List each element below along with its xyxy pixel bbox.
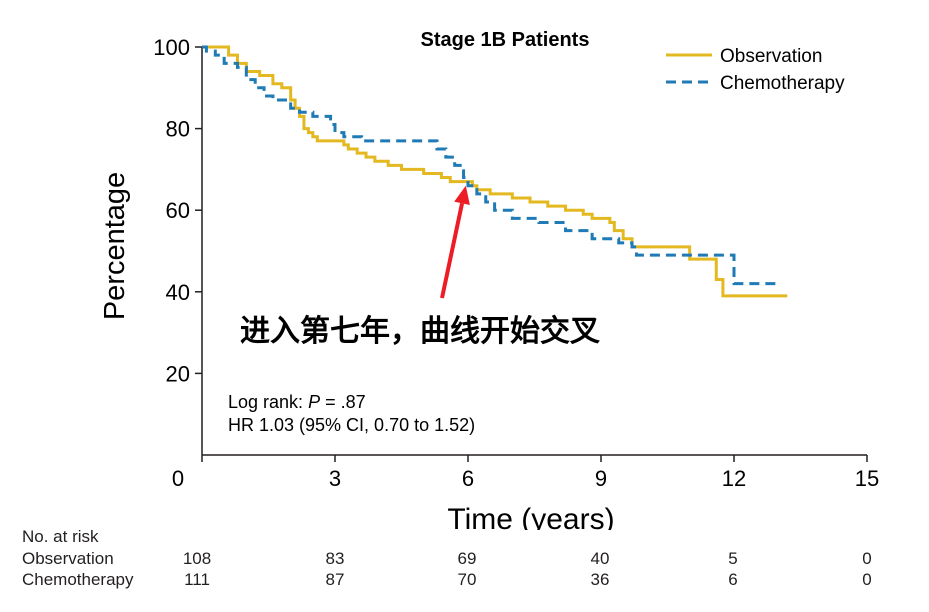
y-tick-label: 40 [166,280,190,305]
risk-table-title: No. at risk [22,527,99,546]
y-axis-label: Percentage [99,172,131,320]
x-tick-label: 0 [172,466,184,491]
y-ticks: 20 40 60 80 100 [153,35,202,386]
risk-cell: 5 [728,549,738,568]
legend-chemotherapy-label: Chemotherapy [720,73,845,94]
risk-cell: 0 [862,549,872,568]
kaplan-meier-chart: 20 40 60 80 100 0 3 6 9 12 15 Stage 1B Patients P… [99,29,879,530]
annotation-arrow [440,202,465,299]
risk-cell: 87 [325,570,345,589]
risk-cell: 111 [184,570,210,589]
risk-cell: 108 [182,549,212,568]
series-line-chemotherapy [202,45,779,286]
risk-cell: 0 [862,570,872,589]
x-tick-label: 12 [722,466,746,491]
risk-cell: 83 [325,549,345,568]
risk-row-chemotherapy-label: Chemotherapy [22,570,134,589]
annotation-crossing-text: 进入第七年，曲线开始交叉 [240,314,600,348]
log-rank-prefix: Log rank: [228,392,308,412]
x-axis-label: Time (years) [447,503,614,530]
risk-cell: 40 [590,549,610,568]
log-rank-text: Log rank: P = .87 [228,392,366,412]
x-tick-label: 15 [855,466,879,491]
series-group [202,45,788,298]
log-rank-suffix: = .87 [320,392,366,412]
y-tick-label: 80 [166,117,190,142]
log-rank-p: P [308,392,320,412]
series-line-observation [202,45,788,298]
annotation-arrowhead [454,185,470,205]
chart-title: Stage 1B Patients [421,29,590,51]
x-ticks: 0 3 6 9 12 15 [172,455,879,491]
risk-cell: 69 [457,549,477,568]
y-tick-label: 60 [166,198,190,223]
hazard-ratio-text: HR 1.03 (95% CI, 0.70 to 1.52) [228,415,475,435]
x-tick-label: 6 [462,466,474,491]
x-tick-label: 9 [595,466,607,491]
legend: Observation Chemotherapy [666,46,845,94]
risk-cell: 70 [457,570,477,589]
legend-observation-label: Observation [720,46,822,67]
y-tick-label: 100 [153,35,190,60]
risk-row-observation-label: Observation [22,549,114,568]
x-tick-label: 3 [329,466,341,491]
y-tick-label: 20 [166,361,190,386]
risk-cell: 6 [728,570,738,589]
risk-cell: 36 [590,570,610,589]
